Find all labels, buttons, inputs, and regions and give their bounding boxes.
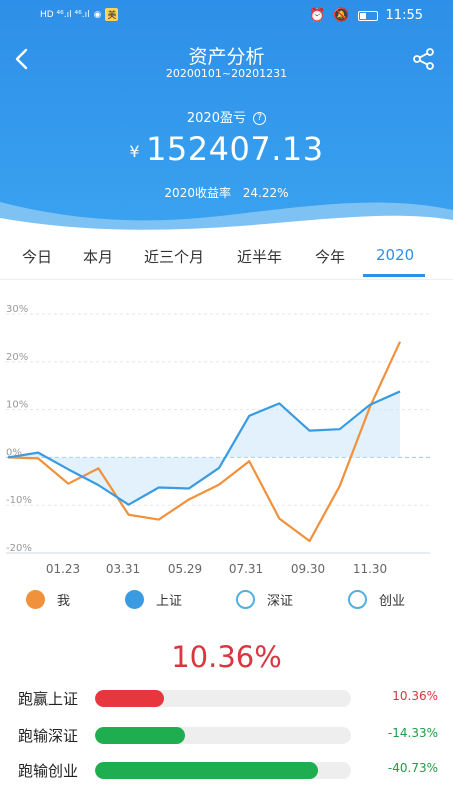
currency-symbol: ¥ bbox=[129, 141, 141, 161]
chart-lines bbox=[7, 341, 401, 543]
series-line-1 bbox=[7, 390, 401, 506]
comparison-value: -14.33% bbox=[387, 726, 438, 740]
comparison-track bbox=[95, 762, 351, 779]
comparison-track bbox=[95, 690, 351, 707]
pl-label-text: 2020盈亏 bbox=[186, 111, 246, 126]
status-left: HD ⁴⁶.ıl ⁴⁶.ıl ◉ 美 bbox=[40, 8, 119, 21]
line-chart: 30% 20% 10% 0% -10% -20% 01.23 03.31 05.29 07.31 0… bbox=[6, 304, 430, 576]
wifi-icon: ◉ bbox=[93, 9, 102, 20]
status-right: ⏰ 🔕 11:55 bbox=[309, 8, 423, 23]
comparison-value: -40.73% bbox=[387, 761, 438, 775]
comparison-row: 跑输创业 -40.73% bbox=[18, 758, 438, 782]
app-badge: 美 bbox=[105, 8, 119, 21]
header-wave bbox=[0, 202, 453, 235]
comparison-fill bbox=[95, 690, 165, 707]
excess-return: 10.36% bbox=[171, 640, 282, 674]
battery-icon bbox=[357, 10, 378, 21]
y-tick-label: 20% bbox=[6, 352, 28, 363]
legend-dot bbox=[236, 590, 255, 609]
legend-dot bbox=[26, 590, 45, 609]
legend-item-shanghai[interactable]: 上证 bbox=[125, 590, 182, 609]
share-icon bbox=[413, 48, 434, 70]
chart-area bbox=[8, 391, 400, 505]
series-line-0 bbox=[7, 341, 401, 543]
legend-item-me[interactable]: 我 bbox=[26, 590, 70, 609]
legend-dot bbox=[348, 590, 367, 609]
pl-label: 2020盈亏 ? bbox=[0, 107, 453, 126]
tab-half-year[interactable]: 近半年 bbox=[237, 248, 283, 266]
comparison-row: 跑输深证 -14.33% bbox=[18, 723, 438, 747]
legend-dot bbox=[125, 590, 144, 609]
legend-label: 我 bbox=[57, 594, 71, 609]
back-button[interactable] bbox=[14, 48, 28, 75]
rate-label: 2020收益率 bbox=[164, 186, 231, 200]
y-tick-label: -10% bbox=[6, 495, 32, 506]
comparison-value: 10.36% bbox=[392, 689, 438, 703]
y-tick-label: -20% bbox=[6, 543, 32, 554]
comparison-fill bbox=[95, 762, 318, 779]
y-tick-label: 10% bbox=[6, 400, 28, 411]
profit-amount: ¥152407.13 bbox=[0, 130, 453, 168]
legend-item-chinext[interactable]: 创业 bbox=[348, 590, 405, 609]
rate-value: 24.22% bbox=[242, 186, 289, 200]
x-tick-label: 03.31 bbox=[106, 562, 140, 576]
header: HD ⁴⁶.ıl ⁴⁶.ıl ◉ 美 ⏰ 🔕 11:55 资产分析 202001… bbox=[0, 0, 453, 235]
legend-item-shenzhen[interactable]: 深证 bbox=[236, 590, 293, 609]
x-tick-label: 11.30 bbox=[353, 562, 387, 576]
profit-value: 152407.13 bbox=[146, 130, 324, 168]
comparison-label: 跑赢上证 bbox=[18, 690, 79, 708]
comparison-label: 跑输创业 bbox=[18, 762, 79, 780]
tab-this-month[interactable]: 本月 bbox=[83, 248, 114, 266]
date-range: 20200101~20201231 bbox=[165, 67, 288, 80]
return-rate: 2020收益率 24.22% bbox=[0, 184, 453, 201]
comparison-fill bbox=[95, 727, 185, 744]
page-title: 资产分析 bbox=[188, 46, 265, 68]
tab-three-months[interactable]: 近三个月 bbox=[144, 248, 205, 266]
chart-legend: 我 上证 深证 创业 bbox=[0, 590, 453, 614]
tab-this-year[interactable]: 今年 bbox=[315, 248, 346, 266]
status-time: 11:55 bbox=[385, 8, 423, 23]
comparison-label: 跑输深证 bbox=[18, 727, 79, 745]
alarm-icon: ⏰ bbox=[309, 8, 326, 23]
x-tick-label: 07.31 bbox=[229, 562, 263, 576]
chevron-left-icon bbox=[15, 48, 28, 70]
share-button[interactable] bbox=[413, 48, 435, 74]
x-tick-label: 01.23 bbox=[46, 562, 80, 576]
tab-underline bbox=[363, 274, 425, 277]
mute-icon: 🔕 bbox=[333, 8, 350, 23]
x-tick-label: 09.30 bbox=[291, 562, 325, 576]
chart-labels: 30% 20% 10% 0% -10% -20% 01.23 03.31 05.29 07.31 0… bbox=[6, 304, 387, 576]
legend-label: 上证 bbox=[156, 594, 183, 609]
comparison-row: 跑赢上证 10.36% bbox=[18, 686, 438, 710]
tab-today[interactable]: 今日 bbox=[22, 248, 53, 266]
y-tick-label: 0% bbox=[6, 447, 22, 458]
help-icon[interactable]: ? bbox=[253, 112, 267, 125]
x-tick-label: 05.29 bbox=[168, 562, 202, 576]
legend-label: 创业 bbox=[379, 594, 406, 609]
series-area-1 bbox=[8, 391, 400, 505]
period-tabs: 今日 本月 近三个月 近半年 今年 2020 bbox=[0, 236, 453, 280]
status-bar: HD ⁴⁶.ıl ⁴⁶.ıl ◉ 美 ⏰ 🔕 11:55 bbox=[0, 6, 453, 30]
signal-icon: HD ⁴⁶.ıl ⁴⁶.ıl bbox=[40, 9, 90, 20]
comparison-track bbox=[95, 727, 351, 744]
y-tick-label: 30% bbox=[6, 304, 28, 315]
tab-2020[interactable]: 2020 bbox=[376, 246, 415, 264]
legend-label: 深证 bbox=[267, 594, 294, 609]
